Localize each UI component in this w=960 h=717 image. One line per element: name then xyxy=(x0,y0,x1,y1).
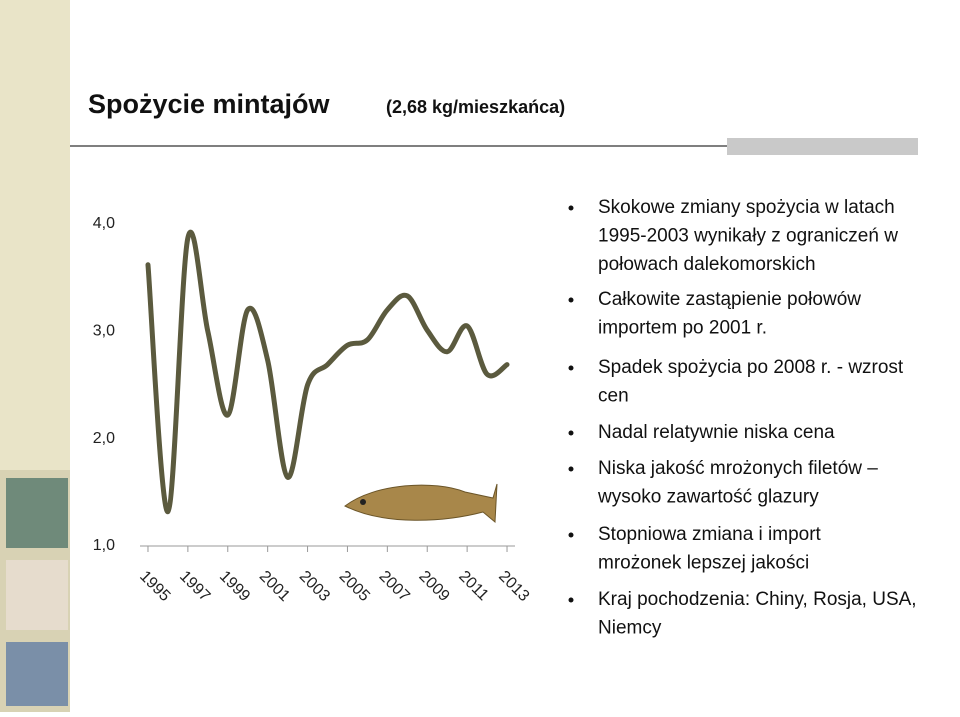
bullet-list: Skokowe zmiany spożycia w latach 1995-200… xyxy=(568,197,917,639)
slide-title: Spożycie mintajów xyxy=(88,89,331,119)
bullet-text: cen xyxy=(598,386,629,407)
bullet-text: Kraj pochodzenia: Chiny, Rosja, USA, xyxy=(598,589,917,610)
data-line xyxy=(145,229,510,515)
bullet-text: 1995-2003 wynikały z ograniczeń w xyxy=(598,226,898,247)
fish-body xyxy=(344,483,498,524)
bullet-dot xyxy=(568,365,574,371)
y-tick-label: 1,0 xyxy=(93,537,115,554)
slide-subtitle: (2,68 kg/mieszkańca) xyxy=(386,97,565,117)
bullet-text: Spadek spożycia po 2008 r. - wzrost xyxy=(598,357,904,378)
bullet-text: wysoko zawartość glazury xyxy=(597,487,819,508)
fish-eye xyxy=(360,499,366,505)
bullet-text: Skokowe zmiany spożycia w latach xyxy=(598,197,895,218)
bullet-dot xyxy=(568,597,574,603)
bullet-dot xyxy=(568,430,574,436)
photo-fillets xyxy=(6,560,68,630)
bullet-text: importem po 2001 r. xyxy=(598,318,767,339)
bullet-dot xyxy=(568,532,574,538)
bullet-dot xyxy=(568,466,574,472)
bullet-text: połowach dalekomorskich xyxy=(598,254,816,275)
bullet-text: Nadal relatywnie niska cena xyxy=(598,422,835,443)
bullet-text: Stopniowa zmiana i import xyxy=(598,524,822,545)
title-accent xyxy=(727,138,918,155)
bullet-dot xyxy=(568,205,574,211)
bullet-text: Niemcy xyxy=(598,618,662,639)
bullet-dot xyxy=(568,297,574,303)
y-tick-label: 2,0 xyxy=(93,430,115,447)
y-tick-label: 3,0 xyxy=(93,323,115,340)
y-tick-label: 4,0 xyxy=(93,215,115,232)
bullet-text: Niska jakość mrożonych filetów – xyxy=(598,458,878,479)
bullet-text: mrożonek lepszej jakości xyxy=(598,553,809,574)
photo-boats xyxy=(6,478,68,548)
photo-port xyxy=(6,642,68,706)
bullet-text: Całkowite zastąpienie połowów xyxy=(598,289,861,310)
fish xyxy=(344,483,498,524)
